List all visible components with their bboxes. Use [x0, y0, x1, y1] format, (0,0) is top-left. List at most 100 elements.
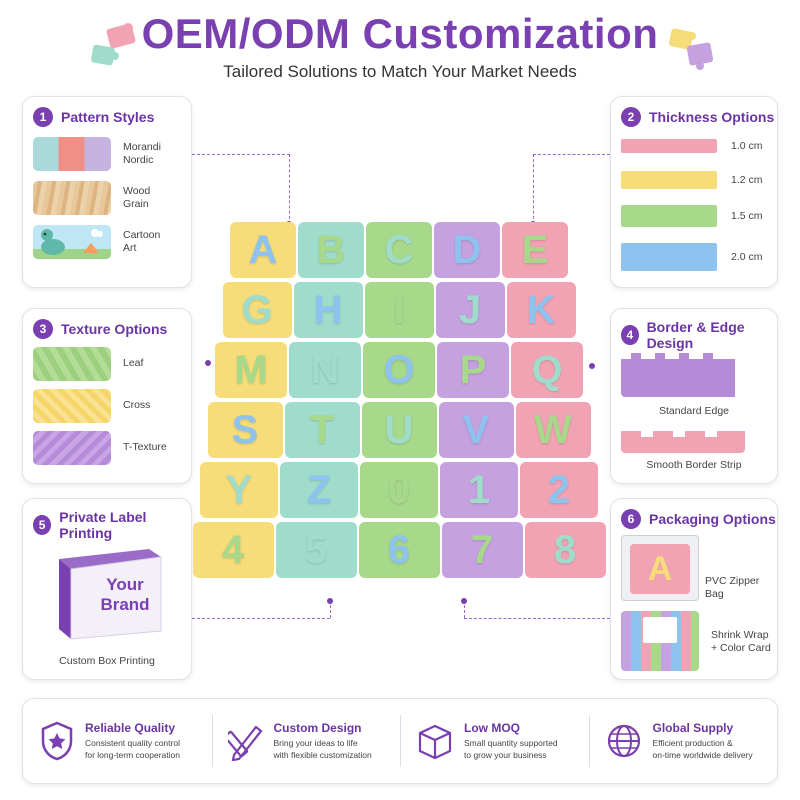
- pattern-styles-card: 1 Pattern Styles Morandi Nordic Wood Gra…: [22, 96, 192, 288]
- morandi-swatch: [33, 137, 111, 171]
- puzzle-tile-character: 7: [470, 527, 494, 572]
- puzzle-tile: N: [289, 342, 361, 398]
- puzzle-tile: 6: [358, 522, 440, 578]
- option-label: PVC Zipper Bag: [705, 575, 760, 601]
- puzzle-tile: W: [515, 402, 591, 458]
- puzzle-tile-character: P: [459, 347, 487, 392]
- shrink-wrap-image[interactable]: [621, 611, 699, 671]
- puzzle-tile-character: G: [241, 287, 273, 332]
- box-icon: [418, 724, 452, 760]
- option-label: Cartoon Art: [123, 228, 161, 254]
- box-brand-text: Your Brand: [100, 575, 150, 614]
- option-label: 1.0 cm: [731, 140, 763, 152]
- puzzle-tile-character: S: [231, 407, 259, 452]
- connector-line: [533, 154, 534, 224]
- pattern-option[interactable]: Cartoon Art: [33, 225, 160, 259]
- puzzle-tile-character: V: [462, 407, 490, 452]
- texture-option[interactable]: T-Texture: [33, 431, 167, 465]
- puzzle-tile: O: [363, 342, 435, 398]
- puzzle-tile: 2: [520, 462, 598, 518]
- puzzle-tile: M: [215, 342, 287, 398]
- puzzle-tile: S: [207, 402, 283, 458]
- smooth-border-strip-image: [621, 431, 745, 453]
- puzzle-pieces-icon: [91, 23, 136, 66]
- puzzle-tile-character: Y: [225, 467, 253, 512]
- puzzle-tile: 1: [440, 462, 518, 518]
- texture-option[interactable]: Cross: [33, 389, 150, 423]
- private-label-card: 5 Private Label Printing Your Brand Cust…: [22, 498, 192, 680]
- puzzle-tile-character: 2: [547, 467, 571, 512]
- connector-line: [192, 618, 330, 619]
- feature-desc: Consistent quality control for long-term…: [85, 738, 180, 760]
- custom-box-image: [59, 549, 162, 640]
- option-label: 2.0 cm: [731, 251, 763, 263]
- wood-grain-swatch: [33, 181, 111, 215]
- feature-title: Low MOQ: [464, 721, 520, 736]
- feature-custom-design: Custom Design Bring your ideas to life w…: [211, 699, 401, 783]
- puzzle-tile-character: W: [534, 407, 572, 452]
- puzzle-tile-character: 8: [553, 527, 577, 572]
- puzzle-tile: 5: [275, 522, 357, 578]
- step-number: 3: [33, 319, 53, 339]
- puzzle-tile-character: 1: [467, 467, 491, 512]
- mat-thickness-sample: [621, 243, 717, 271]
- card-title: Pattern Styles: [61, 109, 155, 125]
- card-title: Texture Options: [61, 321, 168, 337]
- puzzle-tile-character: K: [526, 287, 556, 332]
- connector-line: [533, 154, 610, 155]
- card-title: Packaging Options: [649, 511, 776, 527]
- feature-title: Custom Design: [273, 721, 362, 736]
- shield-star-icon: [41, 721, 73, 761]
- puzzle-tile: Q: [511, 342, 583, 398]
- connector-line: [330, 600, 331, 618]
- card-title: Border & Edge Design: [646, 319, 745, 351]
- puzzle-tile: T: [284, 402, 360, 458]
- puzzle-tile: 7: [441, 522, 523, 578]
- puzzle-tile: G: [222, 282, 292, 338]
- step-number: 4: [621, 325, 639, 345]
- step-number: 6: [621, 509, 641, 529]
- pattern-option[interactable]: Morandi Nordic: [33, 137, 161, 171]
- puzzle-tile-character: 5: [304, 527, 328, 572]
- option-label: Leaf: [123, 357, 144, 370]
- feature-desc: Small quantity supported to grow your bu…: [464, 738, 558, 760]
- thickness-option[interactable]: 1.0 cm: [621, 139, 763, 153]
- puzzle-tile-character: T: [309, 407, 335, 452]
- connector-line: [192, 154, 290, 155]
- connector-dot: [461, 598, 467, 604]
- puzzle-tile: Y: [200, 462, 278, 518]
- thickness-option[interactable]: 2.0 cm: [621, 243, 763, 271]
- pvc-zipper-bag-image[interactable]: A: [621, 535, 699, 601]
- t-texture-swatch: [33, 431, 111, 465]
- puzzle-tile-character: E: [521, 227, 549, 272]
- thickness-option[interactable]: 1.5 cm: [621, 205, 763, 227]
- connector-dot: [327, 598, 333, 604]
- option-label: Cross: [123, 399, 151, 412]
- feature-title: Global Supply: [652, 721, 734, 736]
- puzzle-tile: H: [293, 282, 363, 338]
- puzzle-tile-character: C: [384, 227, 414, 272]
- cross-texture-swatch: [33, 389, 111, 423]
- step-number: 2: [621, 107, 641, 127]
- texture-option[interactable]: Leaf: [33, 347, 143, 381]
- connector-line: [464, 600, 465, 618]
- puzzle-tile-character: U: [384, 407, 414, 452]
- pattern-option[interactable]: Wood Grain: [33, 181, 150, 215]
- puzzle-tile: V: [438, 402, 514, 458]
- globe-icon: [607, 724, 640, 758]
- puzzle-pieces-icon: [668, 28, 714, 70]
- feature-low-moq: Low MOQ Small quantity supported to grow…: [400, 699, 589, 783]
- standard-edge-image: [621, 353, 735, 397]
- puzzle-tile: B: [298, 222, 364, 278]
- puzzle-tile: A: [230, 222, 296, 278]
- thickness-option[interactable]: 1.2 cm: [621, 171, 763, 189]
- bag-letter-tile: A: [630, 544, 690, 594]
- puzzle-tile: 0: [360, 462, 438, 518]
- feature-desc: Efficient production & on-time worldwide…: [652, 738, 753, 760]
- option-label: 1.2 cm: [731, 174, 763, 186]
- packaging-options-card: 6 Packaging Options A PVC Zipper Bag Shr…: [610, 498, 778, 680]
- thickness-options-card: 2 Thickness Options 1.0 cm 1.2 cm 1.5 cm…: [610, 96, 778, 288]
- puzzle-tile-character: D: [452, 227, 482, 272]
- puzzle-tile-character: J: [458, 287, 482, 332]
